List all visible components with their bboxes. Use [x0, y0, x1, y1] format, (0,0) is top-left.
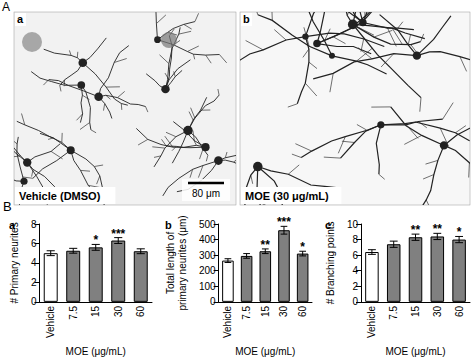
svg-text:**: ** — [261, 238, 271, 252]
svg-text:60: 60 — [135, 305, 146, 317]
svg-text:b: b — [165, 219, 172, 231]
svg-text:MOE (μg/mL): MOE (μg/mL) — [66, 346, 126, 357]
svg-text:15: 15 — [90, 305, 101, 317]
svg-text:60: 60 — [454, 305, 465, 317]
svg-text:0: 0 — [31, 296, 37, 307]
svg-text:MOE (μg/mL): MOE (μg/mL) — [385, 346, 445, 357]
svg-text:60: 60 — [297, 305, 308, 317]
svg-text:2: 2 — [31, 277, 37, 288]
svg-text:c: c — [325, 219, 331, 231]
svg-text:0: 0 — [352, 296, 358, 307]
svg-text:**: ** — [433, 222, 443, 236]
html-text:B: B — [3, 199, 12, 214]
svg-text:a: a — [17, 13, 24, 25]
svg-text:7.5: 7.5 — [68, 305, 79, 319]
svg-text:6: 6 — [352, 250, 358, 261]
svg-text:7.5: 7.5 — [388, 305, 399, 319]
svg-text:A: A — [2, 0, 10, 14]
svg-text:*: * — [300, 240, 305, 254]
svg-text:6: 6 — [31, 238, 37, 249]
svg-text:**: ** — [411, 223, 421, 237]
svg-text:a: a — [9, 219, 16, 231]
svg-text:30: 30 — [278, 305, 289, 317]
svg-text:# Primary neurites: # Primary neurites — [9, 222, 20, 303]
svg-text:MOE (30 μg/mL): MOE (30 μg/mL) — [245, 190, 329, 202]
svg-text:80 μm: 80 μm — [192, 188, 220, 199]
svg-text:0: 0 — [210, 296, 216, 307]
svg-text:Vehicle: Vehicle — [45, 305, 56, 338]
svg-text:2: 2 — [352, 281, 358, 292]
svg-text:MOE (μg/mL): MOE (μg/mL) — [235, 346, 295, 357]
svg-text:100: 100 — [199, 281, 216, 292]
svg-text:8: 8 — [31, 219, 37, 230]
svg-text:400: 400 — [199, 234, 216, 245]
svg-text:Vehicle: Vehicle — [366, 305, 377, 338]
svg-text:500: 500 — [199, 219, 216, 230]
svg-text:15: 15 — [410, 305, 421, 317]
svg-text:***: *** — [277, 215, 291, 229]
svg-text:*: * — [93, 233, 98, 247]
svg-text:4: 4 — [31, 257, 37, 268]
svg-text:Vehicle (DMSO): Vehicle (DMSO) — [19, 190, 101, 202]
svg-text:b: b — [243, 13, 250, 25]
svg-text:primary neurites (μm): primary neurites (μm) — [177, 215, 188, 310]
svg-text:8: 8 — [352, 234, 358, 245]
svg-text:15: 15 — [260, 305, 271, 317]
svg-text:7.5: 7.5 — [241, 305, 252, 319]
svg-text:300: 300 — [199, 250, 216, 261]
svg-text:4: 4 — [352, 265, 358, 276]
svg-text:***: *** — [111, 227, 125, 241]
svg-text:*: * — [457, 225, 462, 239]
svg-text:200: 200 — [199, 265, 216, 276]
svg-text:# Branching points: # Branching points — [325, 222, 336, 305]
svg-text:Total length of: Total length of — [165, 232, 176, 294]
svg-text:30: 30 — [432, 305, 443, 317]
svg-text:30: 30 — [113, 305, 124, 317]
svg-text:10: 10 — [347, 219, 359, 230]
svg-text:Vehicle: Vehicle — [222, 305, 233, 338]
